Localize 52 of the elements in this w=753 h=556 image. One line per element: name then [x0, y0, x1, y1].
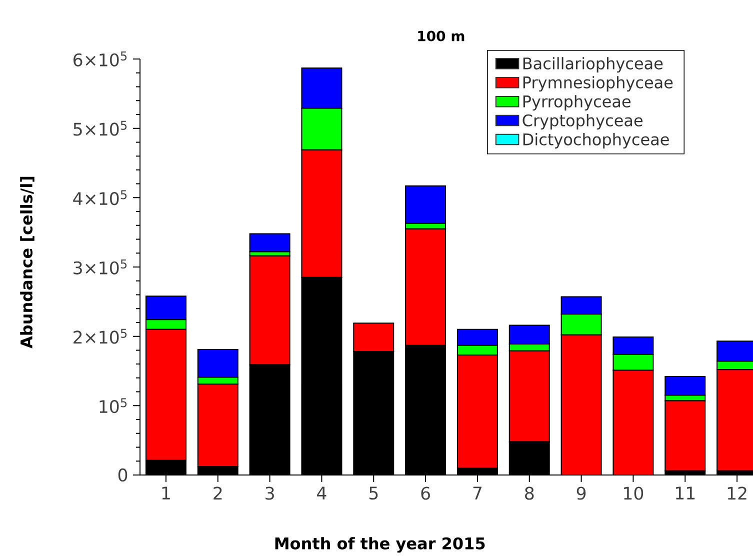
- legend-label: Dictyochophyceae: [523, 133, 669, 149]
- bar: [301, 108, 342, 150]
- legend-label: Prymnesiophyceae: [523, 76, 673, 92]
- x-tick-label: 12: [728, 486, 746, 500]
- x-tick-label: 4: [317, 486, 326, 500]
- bar: [508, 350, 550, 442]
- bar: [456, 354, 498, 469]
- y-axis-title: Abundance [cells/l]: [20, 176, 34, 348]
- y-tick-label: 6×10$^{5}$: [74, 52, 127, 66]
- x-tick-label: 7: [473, 486, 482, 500]
- y-tick-label: 0: [118, 468, 128, 482]
- x-tick-label: 11: [676, 486, 695, 500]
- bar: [613, 370, 654, 475]
- x-tick-label: 10: [624, 486, 644, 500]
- y-tick-label: 4×10$^{5}$: [73, 190, 127, 206]
- bar: [664, 376, 706, 396]
- x-tick-label: 3: [266, 486, 274, 500]
- y-tick-label: 5×10$^{5}$: [74, 120, 127, 136]
- x-tick-label: 6: [421, 486, 430, 500]
- bar: [145, 319, 186, 330]
- bar: [249, 233, 290, 252]
- legend-label: Bacillariophyceae: [523, 57, 663, 73]
- bar: [249, 255, 290, 366]
- bar: [612, 354, 654, 371]
- y-tick-label: 2×10$^{5}$: [74, 328, 127, 344]
- x-tick-label: 8: [525, 486, 534, 500]
- y-tick-label: 10$^{5}$: [100, 398, 127, 414]
- bar: [301, 68, 342, 109]
- legend-label: Cryptophyceae: [522, 114, 642, 130]
- bar: [353, 322, 394, 352]
- bar: [145, 328, 186, 461]
- bar: [561, 334, 602, 475]
- bar: [197, 348, 238, 378]
- x-tick-label: 2: [214, 486, 222, 500]
- bar: [301, 149, 342, 278]
- x-tick-label: 9: [576, 486, 586, 500]
- bar: [612, 336, 654, 355]
- x-tick-label: 1: [162, 486, 170, 500]
- x-axis-title: Month of the year 2015: [275, 537, 485, 553]
- bar: [560, 314, 602, 336]
- x-tick-label: 5: [369, 486, 378, 500]
- bar: [560, 296, 602, 315]
- bar: [145, 296, 186, 320]
- bar: [508, 324, 550, 344]
- y-tick-label: 3×10$^{5}$: [74, 260, 127, 274]
- bar: [405, 185, 446, 224]
- legend-label: Pyrrophyceae: [523, 95, 630, 111]
- bar: [405, 228, 446, 346]
- chart-title: 100 m: [418, 30, 464, 42]
- bar: [664, 400, 706, 472]
- bar: [197, 384, 238, 468]
- bar: [456, 328, 498, 346]
